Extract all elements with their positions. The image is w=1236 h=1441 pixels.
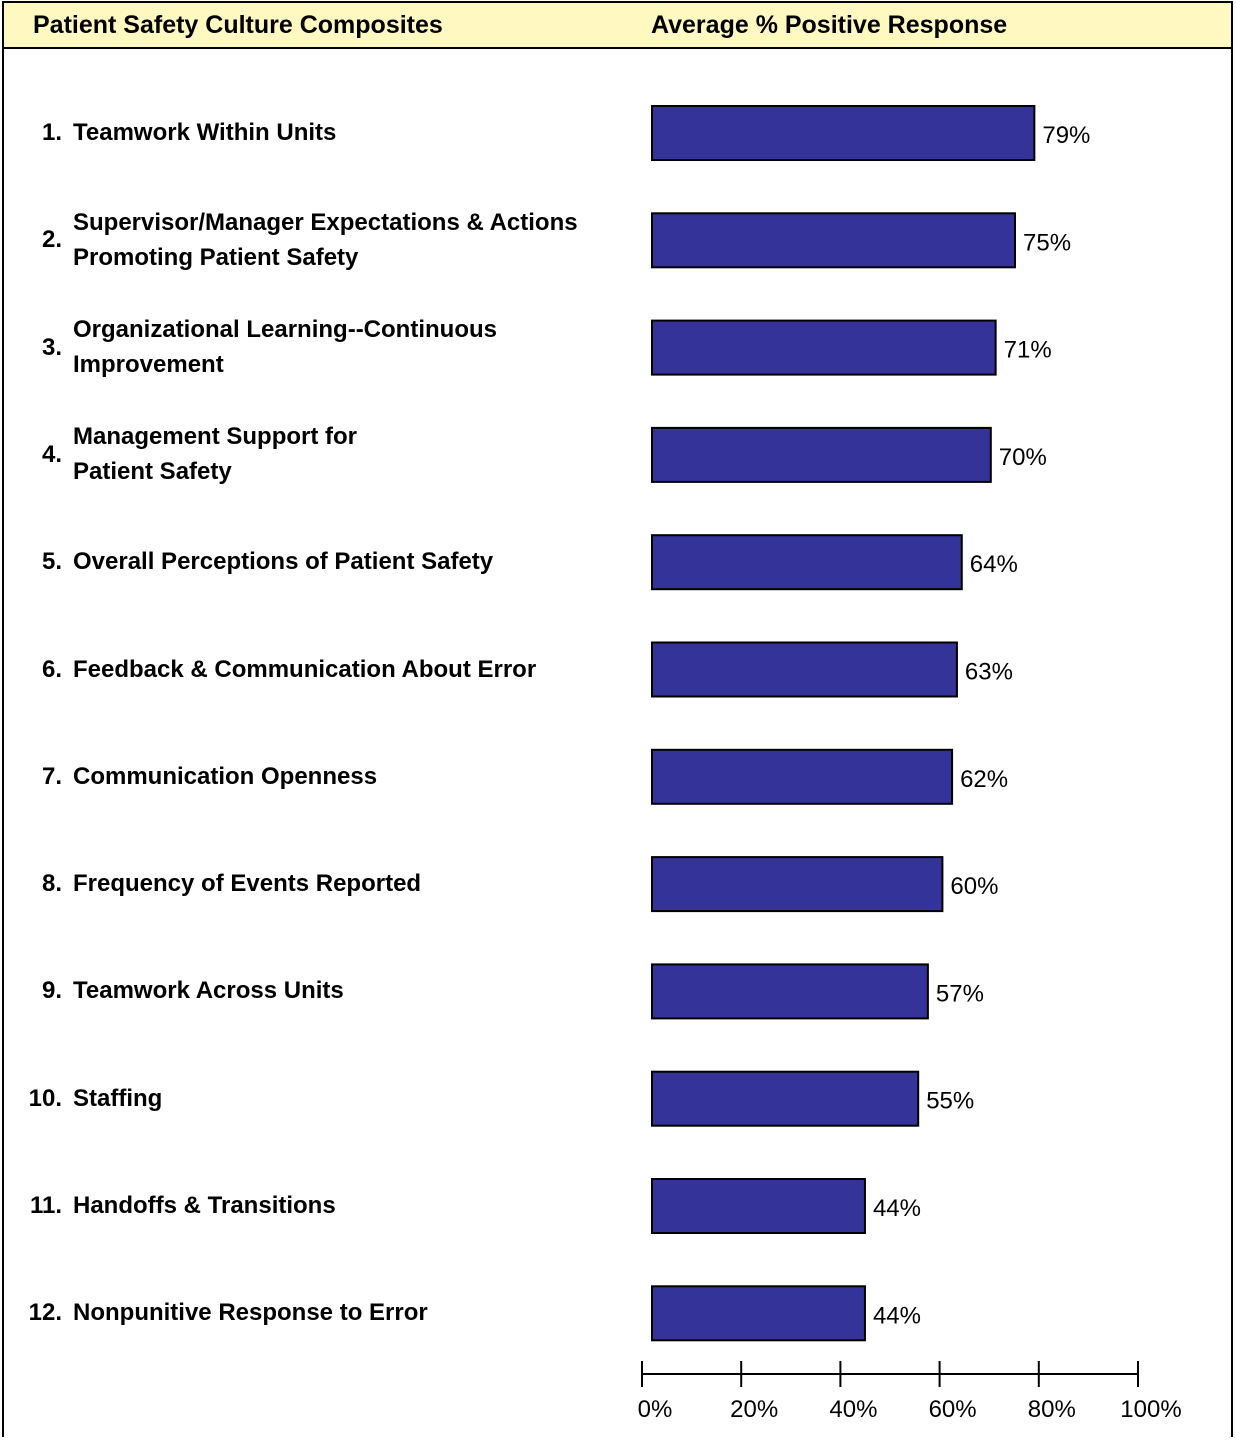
- bar-3: [651, 319, 997, 376]
- bar-4: [651, 426, 992, 483]
- value-label-4: 70%: [999, 444, 1047, 471]
- composites-column-header: Patient Safety Culture Composites: [33, 11, 443, 39]
- category-text: Teamwork Across Units: [73, 977, 344, 1005]
- category-text: Promoting Patient Safety: [73, 243, 359, 271]
- bar-11: [651, 1178, 866, 1234]
- value-label-12: 44%: [873, 1302, 921, 1329]
- category-text: Staffing: [73, 1084, 163, 1112]
- category-text: Overall Perceptions of Patient Safety: [73, 548, 494, 576]
- category-number: 11.: [29, 1192, 62, 1219]
- category-text: Management Support for: [73, 423, 358, 451]
- category-number: 3.: [41, 333, 62, 361]
- category-number: 12.: [28, 1299, 62, 1327]
- value-label-11: 44%: [873, 1195, 921, 1222]
- category-number: 8.: [41, 870, 62, 898]
- bar-8: [651, 856, 944, 913]
- category-text: Teamwork Within Units: [73, 119, 337, 146]
- category-text: Handoffs & Transitions: [73, 1192, 336, 1219]
- category-text: Organizational Learning--Continuous: [73, 316, 497, 344]
- value-label-9: 57%: [936, 980, 984, 1007]
- category-number: 1.: [41, 119, 62, 146]
- value-label-2: 75%: [1023, 229, 1071, 256]
- bar-12: [651, 1285, 866, 1342]
- category-text: Supervisor/Manager Expectations & Action…: [73, 208, 578, 236]
- category-text: Improvement: [73, 351, 224, 379]
- category-text: Frequency of Events Reported: [73, 870, 422, 898]
- value-label-3: 71%: [1004, 337, 1052, 364]
- x-tick-label-40: 40%: [829, 1396, 877, 1423]
- table-header: Patient Safety Culture Composites Averag…: [4, 3, 1231, 49]
- category-number: 10.: [28, 1084, 62, 1112]
- value-label-5: 64%: [970, 551, 1018, 578]
- value-label-6: 63%: [965, 659, 1013, 686]
- bar-9: [651, 963, 929, 1020]
- x-tick-label-60: 60%: [929, 1396, 977, 1423]
- value-label-8: 60%: [950, 873, 998, 900]
- value-label-7: 62%: [960, 766, 1008, 793]
- value-label-10: 55%: [926, 1088, 974, 1115]
- category-number: 4.: [41, 440, 62, 468]
- x-tick-label-0: 0%: [638, 1396, 673, 1423]
- category-number: 2.: [41, 226, 62, 254]
- category-number: 5.: [41, 548, 62, 576]
- category-number: 7.: [41, 762, 62, 790]
- bar-1: [651, 105, 1036, 161]
- bar-10: [651, 1070, 920, 1127]
- bar-2: [651, 212, 1016, 269]
- category-number: 9.: [41, 977, 62, 1005]
- value-label-1: 79%: [1042, 122, 1090, 149]
- category-text: Nonpunitive Response to Error: [73, 1299, 428, 1327]
- category-text: Patient Safety: [73, 458, 232, 486]
- bar-7: [651, 748, 954, 805]
- x-tick-label-100: 100%: [1120, 1396, 1181, 1423]
- bar-6: [651, 641, 958, 698]
- x-tick-label-80: 80%: [1028, 1396, 1076, 1423]
- response-column-header: Average % Positive Response: [651, 11, 1008, 39]
- category-text: Communication Openness: [73, 762, 378, 790]
- category-text: Feedback & Communication About Error: [73, 655, 537, 683]
- category-number: 6.: [41, 655, 62, 683]
- bar-5: [651, 534, 963, 591]
- x-tick-label-20: 20%: [730, 1396, 778, 1423]
